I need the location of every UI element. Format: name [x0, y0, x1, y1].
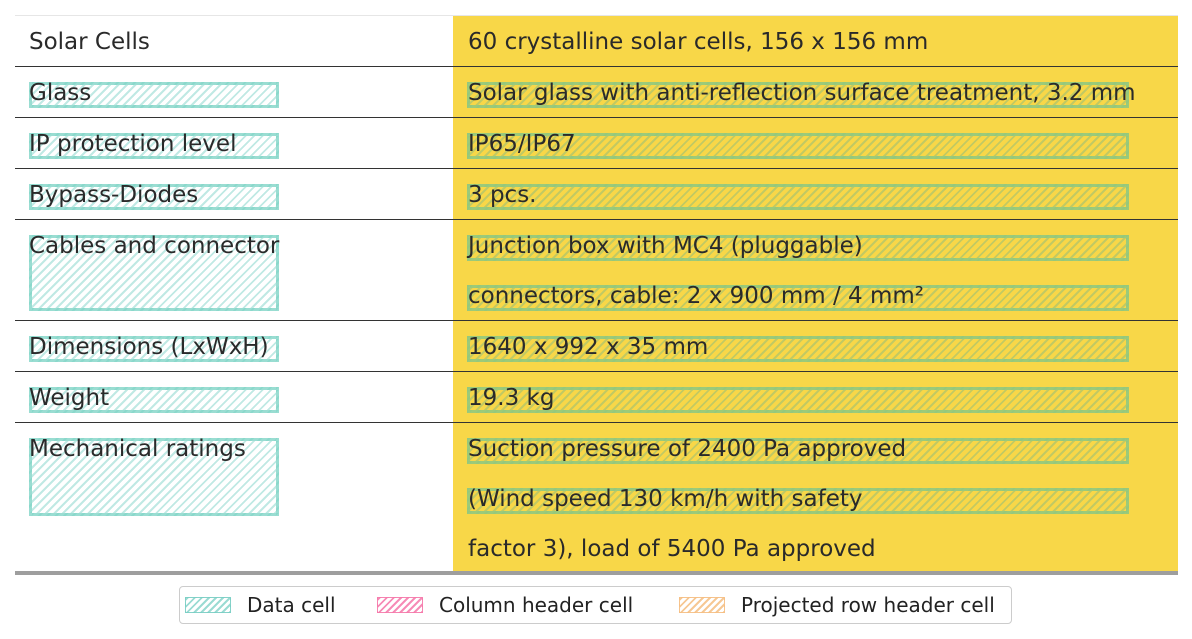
legend: Data cell Column header cell Projected r… [179, 586, 1012, 624]
legend-label: Data cell [247, 593, 336, 617]
data-cell-overlay [467, 336, 1129, 362]
legend-label: Column header cell [439, 593, 634, 617]
table-row: Weight 19.3 kg [15, 371, 1178, 422]
data-cell-overlay [29, 184, 279, 210]
table-row: Mechanical ratings Suction pressure of 2… [15, 422, 1178, 573]
data-cell-overlay [467, 387, 1129, 413]
data-cell-swatch-icon [185, 597, 231, 613]
table-bottom-border [15, 571, 1178, 575]
table-row: Solar Cells 60 crystalline solar cells, … [15, 15, 1178, 66]
row-value: (Wind speed 130 km/h with safety [468, 486, 863, 512]
table-row: Bypass-Diodes 3 pcs. [15, 168, 1178, 219]
data-cell-overlay [29, 133, 279, 159]
data-cell-overlay [29, 387, 279, 413]
data-cell-overlay [29, 82, 279, 108]
spec-table: Solar Cells 60 crystalline solar cells, … [15, 15, 1178, 573]
row-value: 3 pcs. [468, 182, 537, 208]
projected-row-header-swatch-icon [679, 597, 725, 613]
data-cell-overlay [29, 336, 279, 362]
legend-item-data-cell: Data cell [185, 587, 336, 623]
row-label: Dimensions (LxWxH) [29, 334, 269, 360]
row-value: Solar glass with anti-reflection surface… [468, 80, 1136, 106]
row-value: Suction pressure of 2400 Pa approved [468, 436, 907, 462]
row-value: Junction box with MC4 (pluggable) [468, 233, 863, 259]
table-row: Cables and connector Junction box with M… [15, 219, 1178, 320]
row-label: Solar Cells [29, 29, 150, 55]
row-value: 60 crystalline solar cells, 156 x 156 mm [468, 29, 929, 55]
table-row: Dimensions (LxWxH) 1640 x 992 x 35 mm [15, 320, 1178, 371]
row-label: Glass [29, 80, 92, 106]
data-cell-overlay [29, 235, 279, 311]
row-value: IP65/IP67 [468, 131, 576, 157]
data-cell-overlay [467, 184, 1129, 210]
data-cell-overlay [467, 285, 1129, 311]
data-cell-overlay [467, 235, 1129, 261]
table-row: IP protection level IP65/IP67 [15, 117, 1178, 168]
legend-item-projected-row-header-cell: Projected row header cell [679, 587, 995, 623]
row-value: connectors, cable: 2 x 900 mm / 4 mm² [468, 283, 924, 309]
data-cell-overlay [467, 82, 1129, 108]
data-cell-overlay [29, 438, 279, 516]
row-value: 19.3 kg [468, 385, 555, 411]
row-label: IP protection level [29, 131, 237, 157]
row-label: Bypass-Diodes [29, 182, 199, 208]
data-cell-overlay [467, 488, 1129, 514]
table-row: Glass Solar glass with anti-reflection s… [15, 66, 1178, 117]
data-cell-overlay [467, 438, 1129, 464]
row-label: Weight [29, 385, 110, 411]
row-value: factor 3), load of 5400 Pa approved [468, 536, 876, 562]
row-value: 1640 x 992 x 35 mm [468, 334, 709, 360]
row-label: Cables and connector [29, 233, 280, 259]
column-header-swatch-icon [377, 597, 423, 613]
legend-item-column-header-cell: Column header cell [377, 587, 633, 623]
data-cell-overlay [467, 133, 1129, 159]
legend-label: Projected row header cell [741, 593, 995, 617]
row-label: Mechanical ratings [29, 436, 246, 462]
